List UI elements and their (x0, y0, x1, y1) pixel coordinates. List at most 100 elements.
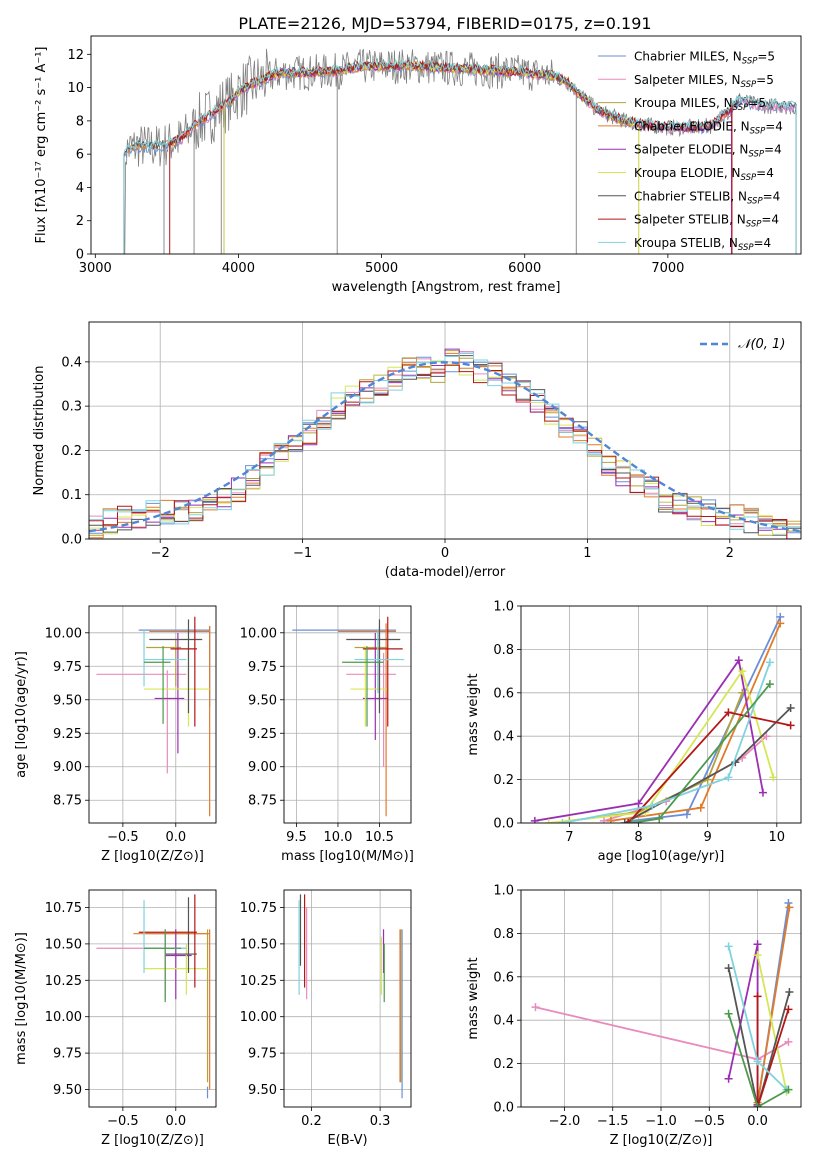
legend-label: Chabrier ELODIE, NSSP=4 (634, 119, 783, 136)
mass-weight-marker (620, 819, 629, 823)
legend-label: Kroupa MILES, NSSP=5 (634, 96, 766, 113)
y-axis-label: mass weight (466, 673, 481, 755)
y-tick-label: 8 (76, 114, 84, 129)
y-tick-label: 0.3 (61, 400, 82, 415)
mass-weight-marker (606, 816, 615, 823)
y-tick-label: 0.2 (493, 1057, 514, 1072)
mass-weight-marker (655, 814, 664, 823)
mass-weight-marker (753, 951, 762, 960)
plot-area (531, 899, 794, 1107)
legend-label: Salpeter STELIB, NSSP=4 (634, 213, 779, 230)
mass-weight-marker (765, 680, 774, 689)
mass-weight-marker (531, 1003, 540, 1012)
x-tick-label: −0.5 (107, 1114, 139, 1129)
x-tick-label: −2.0 (549, 1114, 581, 1129)
mass-weight-marker (753, 1103, 762, 1107)
y-tick-label: 0.8 (493, 643, 514, 658)
y-tick-label: 2 (76, 214, 84, 229)
y-tick-label: 9.50 (53, 1083, 82, 1098)
y-tick-label: 8.75 (53, 794, 82, 809)
x-tick-label: 10.5 (365, 830, 394, 845)
mass-weight-marker (648, 801, 657, 810)
axes-frame (283, 889, 412, 1108)
panel-age_vs_mass: 9.5 10.0 10.5 8.75 9.00 9.25 9.50 9.75 10.00 mass… (240, 605, 414, 864)
x-tick-label: 2 (726, 546, 734, 561)
mass-weight-marker (765, 658, 774, 667)
mass-weight-line (727, 944, 759, 1105)
y-tick-label: 9.75 (53, 1047, 82, 1062)
x-tick-label: 0.2 (301, 1114, 322, 1129)
mass-weight-marker (696, 803, 705, 812)
y-tick-label: 9.75 (248, 1047, 277, 1062)
x-axis-label: E(B-V) (327, 1133, 367, 1148)
y-tick-label: 8.75 (248, 794, 277, 809)
x-tick-label: 1 (583, 546, 591, 561)
figure-title: PLATE=2126, MJD=53794, FIBERID=0175, z=0… (238, 14, 651, 33)
legend-label: Chabrier MILES, NSSP=5 (634, 50, 775, 67)
axes-frame (283, 605, 412, 824)
y-tick-label: 10.75 (45, 901, 82, 916)
mass-weight-marker (785, 903, 794, 912)
y-tick-label: 0.1 (61, 488, 82, 503)
y-tick-label: 0.4 (493, 1014, 514, 1029)
y-tick-label: 10.00 (45, 626, 82, 641)
x-axis-label: Z [log10(Z/Z⊙)] (610, 1133, 713, 1148)
legend-label: Salpeter ELODIE, NSSP=4 (634, 143, 782, 160)
mass-weight-line (756, 996, 790, 1107)
mass-weight-marker (558, 819, 567, 823)
y-tick-label: 0.4 (493, 730, 514, 745)
x-axis-label: Z [log10(Z/Z⊙)] (101, 1133, 204, 1148)
grid (521, 889, 801, 1108)
x-axis-label: wavelength [Angstrom, rest frame] (332, 280, 561, 295)
panel-weight_vs_Z: −2.0 −1.5 −1.0 −0.5 0.0 0.0 0.2 0.4 0.6 0.8 1.0 Z [… (466, 884, 802, 1148)
legend-label: Kroupa STELIB, NSSP=4 (634, 236, 771, 253)
grid (89, 606, 216, 823)
y-tick-label: 4 (76, 181, 84, 196)
y-tick-label: 9.25 (248, 727, 277, 742)
residual-histogram (89, 352, 801, 530)
y-tick-label: 10.00 (240, 626, 277, 641)
y-tick-label: 10.50 (240, 937, 277, 952)
mass-weight-marker (724, 1074, 733, 1083)
mass-weight-marker (634, 799, 643, 808)
y-tick-label: 0 (76, 248, 84, 263)
grid (284, 890, 411, 1107)
y-tick-label: 9.25 (53, 727, 82, 742)
mass-weight-marker (530, 816, 539, 823)
y-tick-label: 6 (76, 148, 84, 163)
y-tick-label: 9.50 (53, 693, 82, 708)
mass-weight-line (603, 735, 768, 822)
y-tick-label: 0.4 (61, 355, 82, 370)
panel-mass_vs_Z: −0.5 0.0 9.50 9.75 10.00 10.25 10.50 10.75 Z [lo… (14, 889, 217, 1148)
plot-area (89, 348, 801, 539)
x-tick-label: 7 (565, 830, 573, 845)
axes-frame (88, 889, 217, 1108)
y-tick-label: 0.0 (493, 817, 514, 832)
axes-frame (90, 35, 802, 255)
plot-area (123, 48, 797, 254)
mass-weight-marker (724, 708, 733, 717)
y-tick-label: 1.0 (493, 884, 514, 899)
mass-weight-line (562, 662, 771, 823)
x-tick-label: 0 (441, 546, 449, 561)
y-tick-label: 0.2 (493, 773, 514, 788)
mass-weight-marker (785, 987, 794, 996)
axes-frame (520, 605, 802, 824)
y-tick-label: 10.00 (45, 1010, 82, 1025)
spectrum-legend: Chabrier MILES, NSSP=5 Salpeter MILES, NS… (598, 50, 783, 253)
y-tick-label: 10.50 (45, 937, 82, 952)
x-tick-label: 9.5 (286, 830, 307, 845)
x-tick-label: −1.0 (645, 1114, 677, 1129)
x-tick-label: 0.0 (165, 1114, 186, 1129)
x-tick-label: −1 (293, 546, 312, 561)
x-tick-label: 0.0 (747, 1114, 768, 1129)
residual-legend: 𝒩(0, 1) (700, 337, 785, 352)
x-tick-label: 8 (634, 830, 642, 845)
mass-weight-line (727, 1013, 789, 1107)
model-spectrum-line (223, 60, 640, 254)
x-tick-label: 0.0 (165, 830, 186, 845)
y-tick-label: 10 (67, 81, 84, 96)
x-tick-label: 7000 (651, 261, 684, 276)
y-axis-label: age [log10(age/yr)] (14, 651, 29, 778)
